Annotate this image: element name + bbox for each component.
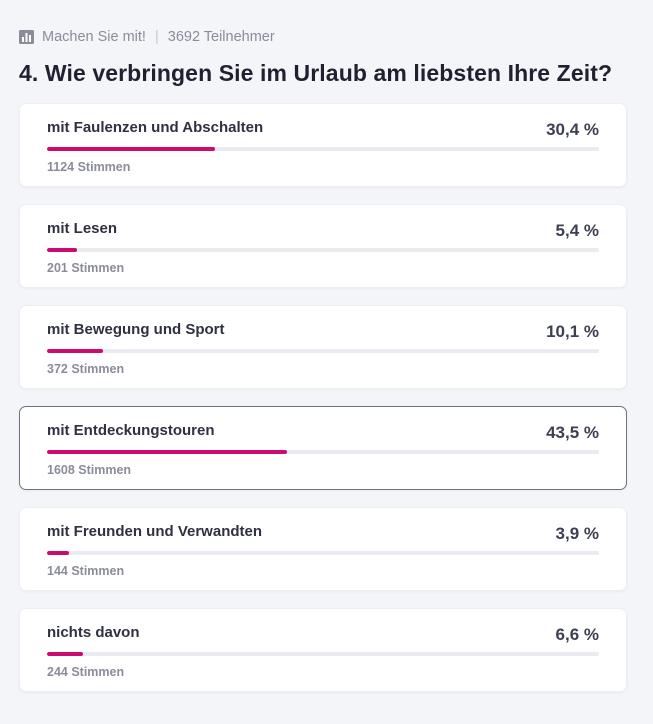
participant-count: 3692 Teilnehmer [167, 29, 275, 45]
result-bar-fill [47, 349, 103, 353]
option-label: mit Bewegung und Sport [47, 321, 225, 338]
poll-option-3[interactable]: mit Bewegung und Sport 10,1 % 372 Stimme… [19, 305, 627, 389]
poll-meta: Machen Sie mit! | 3692 Teilnehmer [19, 28, 627, 46]
option-vote-count: 1124 Stimmen [47, 160, 131, 174]
option-header: mit Bewegung und Sport 10,1 % [47, 320, 599, 342]
bar-chart-icon [19, 30, 34, 44]
option-percent: 30,4 % [546, 120, 599, 139]
option-header: mit Lesen 5,4 % [47, 219, 599, 241]
result-bar-track [47, 248, 599, 252]
option-header: mit Entdeckungstouren 43,5 % [47, 421, 599, 443]
option-vote-count: 372 Stimmen [47, 362, 125, 376]
option-percent: 6,6 % [555, 625, 599, 644]
result-bar-track [47, 349, 599, 353]
result-bar-fill [47, 551, 69, 555]
option-label: mit Faulenzen und Abschalten [47, 119, 264, 136]
option-percent: 43,5 % [546, 423, 599, 442]
poll-option-4[interactable]: mit Entdeckungstouren 43,5 % 1608 Stimme… [19, 406, 627, 490]
poll-kicker: Machen Sie mit! [42, 29, 146, 45]
meta-separator: | [154, 29, 159, 45]
poll-option-2[interactable]: mit Lesen 5,4 % 201 Stimmen [19, 204, 627, 288]
option-header: mit Faulenzen und Abschalten 30,4 % [47, 118, 599, 140]
option-label: mit Lesen [47, 220, 118, 237]
option-vote-count: 244 Stimmen [47, 665, 125, 679]
option-percent: 5,4 % [555, 221, 599, 240]
result-bar-fill [47, 450, 288, 454]
option-label: nichts davon [47, 624, 140, 641]
option-vote-count: 1608 Stimmen [47, 463, 132, 477]
result-bar-fill [47, 248, 77, 252]
result-bar-track [47, 652, 599, 656]
poll-option-1[interactable]: mit Faulenzen und Abschalten 30,4 % 1124… [19, 103, 627, 187]
poll-widget: Machen Sie mit! | 3692 Teilnehmer 4. Wie… [19, 28, 627, 692]
option-header: nichts davon 6,6 % [47, 623, 599, 645]
option-percent: 10,1 % [546, 322, 599, 341]
option-label: mit Entdeckungstouren [47, 422, 215, 439]
result-bar-fill [47, 652, 84, 656]
result-bar-fill [47, 147, 215, 151]
poll-option-5[interactable]: mit Freunden und Verwandten 3,9 % 144 St… [19, 507, 627, 591]
poll-option-6[interactable]: nichts davon 6,6 % 244 Stimmen [19, 608, 627, 692]
option-vote-count: 144 Stimmen [47, 564, 125, 578]
poll-options: mit Faulenzen und Abschalten 30,4 % 1124… [19, 103, 627, 692]
option-percent: 3,9 % [555, 524, 599, 543]
option-label: mit Freunden und Verwandten [47, 523, 263, 540]
result-bar-track [47, 450, 599, 454]
option-header: mit Freunden und Verwandten 3,9 % [47, 522, 599, 544]
option-vote-count: 201 Stimmen [47, 261, 125, 275]
poll-question: 4. Wie verbringen Sie im Urlaub am liebs… [19, 60, 613, 86]
result-bar-track [47, 147, 599, 151]
result-bar-track [47, 551, 599, 555]
